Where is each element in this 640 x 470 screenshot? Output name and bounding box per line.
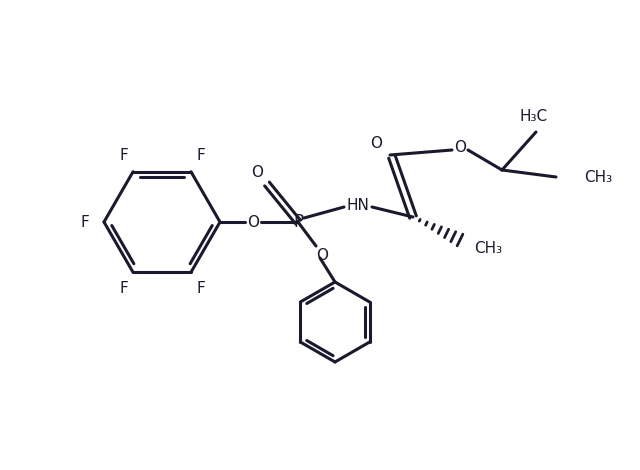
Text: O: O: [251, 164, 263, 180]
Text: F: F: [196, 148, 205, 163]
Text: F: F: [119, 148, 128, 163]
Text: CH₃: CH₃: [584, 170, 612, 185]
Text: F: F: [196, 281, 205, 296]
Text: CH₃: CH₃: [474, 241, 502, 256]
Text: O: O: [370, 135, 382, 150]
Text: O: O: [247, 214, 259, 229]
Text: HN: HN: [347, 197, 369, 212]
Text: H₃C: H₃C: [520, 109, 548, 124]
Text: P: P: [293, 213, 303, 231]
Text: O: O: [316, 248, 328, 263]
Text: F: F: [81, 214, 90, 229]
Text: O: O: [454, 140, 466, 155]
Text: F: F: [119, 281, 128, 296]
